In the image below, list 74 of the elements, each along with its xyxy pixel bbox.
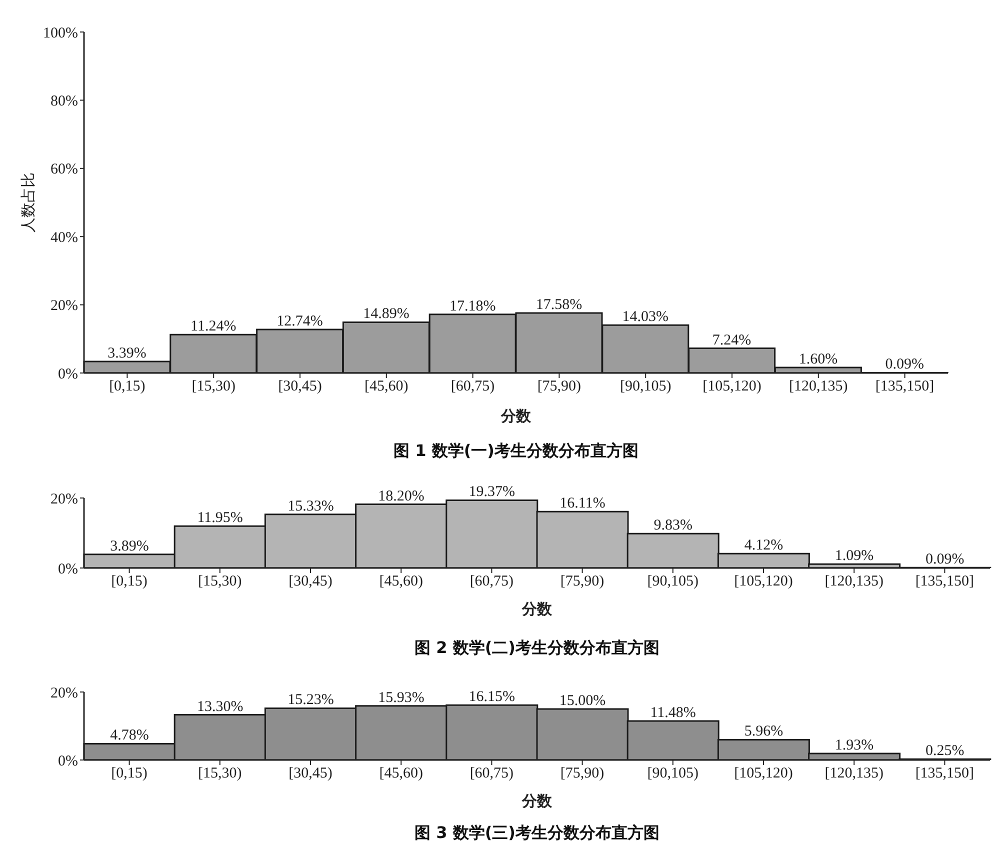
x-tick-label: [120,135) [789,378,848,395]
x-tick-label: [75,90) [560,766,604,782]
data-label: 17.58% [536,297,582,314]
x-tick-label: [45,60) [379,574,423,590]
x-tick-label: [135,150] [915,574,974,590]
x-tick-label: [0,15) [111,766,148,782]
x-tick-label: [15,30) [192,378,236,395]
data-label: 1.60% [798,352,838,368]
text: 图 3 数学(三)考生分数分布直方图 [414,823,660,842]
data-label: 4.12% [744,538,784,554]
data-label: 16.15% [468,689,516,706]
text: 图 1 数学(一)考生分数分布直方图 [394,441,638,460]
data-label: 0.09% [885,356,924,373]
data-label: 11.95% [197,510,243,526]
x-tick-label: [15,30) [198,574,242,590]
y-tick-label: 60% [50,162,78,178]
x-tick-label: [75,90) [560,574,604,590]
x-tick-label: [105,120) [734,574,793,590]
y-tick-label: 20% [50,491,78,508]
data-label: 15.00% [559,693,606,709]
data-label: 1.93% [834,737,874,754]
data-label: 17.18% [449,298,496,314]
x-tick-label: [90,105) [620,378,672,395]
y-tick-label: 80% [50,94,78,110]
y-tick-label: 0% [58,753,78,770]
data-label: 11.48% [650,704,696,721]
x-tick-label: [30,45) [288,766,332,782]
x-tick-label: [90,105) [647,574,699,590]
x-tick-label: [0,15) [109,378,146,395]
x-tick-label: [90,105) [647,766,699,782]
x-tick-label: [0,15) [111,574,148,590]
data-label: 15.93% [378,690,424,706]
data-label: 11.24% [190,318,236,335]
y-tick-label: 20% [50,298,78,314]
x-tick-label: [105,120) [734,766,793,782]
data-label: 0.25% [926,743,964,760]
x-tick-label: [120,135) [824,574,884,590]
data-label: 16.11% [560,496,606,512]
x-tick-label: [45,60) [379,766,423,782]
data-label: 15.33% [288,498,334,514]
data-label: 3.89% [110,538,149,554]
y-tick-label: 100% [43,25,78,42]
data-label: 7.24% [712,332,752,348]
data-label: 13.30% [196,698,244,715]
data-label: 14.89% [363,306,410,322]
x-tick-label: [75,90) [537,378,582,395]
y-tick-label: 0% [58,561,78,578]
data-label: 14.03% [622,309,669,326]
text: 图 2 数学(二)考生分数分布直方图 [414,638,660,657]
data-label: 5.96% [744,724,784,740]
x-tick-label: [60,75) [470,574,514,590]
x-tick-label: [135,150] [875,378,934,395]
y-tick-label: 20% [50,685,78,702]
x-tick-label: [60,75) [470,766,514,782]
y-tick-label: 40% [50,230,78,246]
x-tick-label: [135,150] [915,766,974,782]
x-tick-label: [30,45) [278,378,322,395]
x-tick-label: [30,45) [288,574,332,590]
y-axis-title: 人数占比 [19,172,37,232]
data-label: 3.39% [108,345,146,362]
data-label: 19.37% [468,484,516,500]
data-label: 18.20% [378,488,424,504]
data-label: 15.23% [288,692,334,708]
data-label: 9.83% [654,518,692,534]
x-tick-label: [120,135) [824,766,884,782]
data-label: 1.09% [834,548,874,564]
data-label: 12.74% [276,314,323,330]
x-tick-label: [15,30) [198,766,242,782]
x-tick-label: [45,60) [364,378,408,395]
x-tick-label: [60,75) [450,378,495,395]
x-tick-label: [105,120) [702,378,762,395]
data-label: 4.78% [110,728,149,744]
y-tick-label: 0% [58,366,78,382]
data-label: 0.09% [926,552,964,568]
